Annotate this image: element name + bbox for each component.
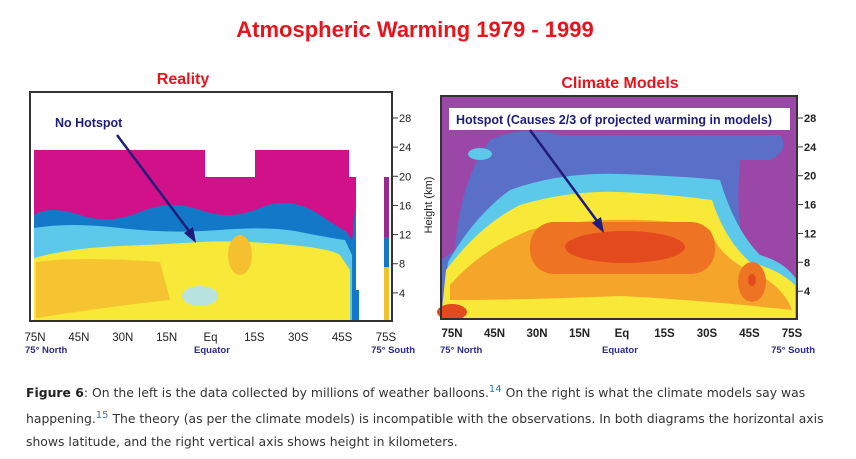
x-tick-label: 75S bbox=[376, 332, 397, 344]
arrowhead bbox=[184, 227, 196, 243]
x-tick-label: 75N bbox=[441, 328, 462, 340]
footnote-link[interactable]: 15 bbox=[95, 410, 109, 422]
y-tick-label: 4 bbox=[804, 286, 811, 298]
y-tick-label: 16 bbox=[804, 200, 816, 212]
figure-caption: Figure 6: On the left is the data collec… bbox=[26, 384, 824, 450]
x-tick-label: 30S bbox=[697, 328, 718, 340]
x-tick-label: 45S bbox=[739, 328, 760, 340]
x-tick-label: 45S bbox=[332, 332, 353, 344]
x-sublabel-right: 75° South bbox=[771, 345, 815, 356]
y-tick-label: 12 bbox=[804, 228, 816, 240]
x-tick-label: 45N bbox=[68, 332, 89, 344]
annotation-arrow bbox=[528, 129, 602, 226]
x-tick-label: 45N bbox=[484, 328, 505, 340]
x-sublabel-left: 75° North bbox=[440, 345, 483, 356]
hotspot-annotation: Hotspot (Causes 2/3 of projected warming… bbox=[456, 113, 772, 127]
hotspot-core bbox=[565, 231, 685, 263]
left-panel-title: Reality bbox=[157, 71, 210, 88]
y-tick-label: 4 bbox=[399, 288, 405, 300]
left-heatmap bbox=[29, 91, 393, 322]
caption-label: Figure 6 bbox=[26, 385, 84, 401]
figure: Atmospheric Warming 1979 - 1999 Reality … bbox=[24, 17, 817, 356]
y-tick-label: 24 bbox=[399, 142, 411, 154]
figure-title: Atmospheric Warming 1979 - 1999 bbox=[236, 17, 593, 42]
y-tick-label: 12 bbox=[399, 230, 411, 242]
x-sublabel-center: Equator bbox=[194, 345, 230, 356]
footnote-link[interactable]: 14 bbox=[488, 384, 502, 395]
x-tick-label: 15N bbox=[156, 332, 177, 344]
x-sublabel-right: 75° South bbox=[371, 345, 415, 356]
right-heatmap bbox=[437, 95, 798, 320]
y-tick-label: 8 bbox=[399, 259, 405, 271]
x-tick-label: 30N bbox=[112, 332, 133, 344]
y-tick-label: 28 bbox=[399, 113, 411, 125]
y-tick-label: 24 bbox=[804, 142, 817, 154]
y-tick-label: 20 bbox=[804, 171, 816, 183]
x-tick-label: 30S bbox=[288, 332, 309, 344]
arrowhead bbox=[592, 217, 604, 233]
x-tick-label: 75S bbox=[782, 328, 803, 340]
x-tick-label: 15S bbox=[654, 328, 675, 340]
y-tick-label: 16 bbox=[399, 200, 411, 212]
no-hotspot-annotation: No Hotspot bbox=[55, 116, 123, 130]
y-tick-label: 28 bbox=[804, 113, 816, 125]
x-tick-label: Eq bbox=[203, 332, 217, 344]
y-axis-label: Height (km) bbox=[423, 177, 435, 234]
x-sublabel-center: Equator bbox=[602, 345, 638, 356]
x-tick-label: 30N bbox=[526, 328, 547, 340]
x-tick-label: 15N bbox=[569, 328, 590, 340]
x-tick-label: 75N bbox=[24, 332, 45, 344]
y-tick-label: 20 bbox=[399, 171, 411, 183]
x-tick-label: Eq bbox=[615, 328, 630, 340]
annotation-arrow bbox=[116, 134, 193, 236]
x-sublabel-left: 75° North bbox=[25, 345, 68, 356]
right-panel-title: Climate Models bbox=[561, 75, 678, 92]
y-tick-label: 8 bbox=[804, 257, 810, 269]
x-tick-label: 15S bbox=[244, 332, 265, 344]
